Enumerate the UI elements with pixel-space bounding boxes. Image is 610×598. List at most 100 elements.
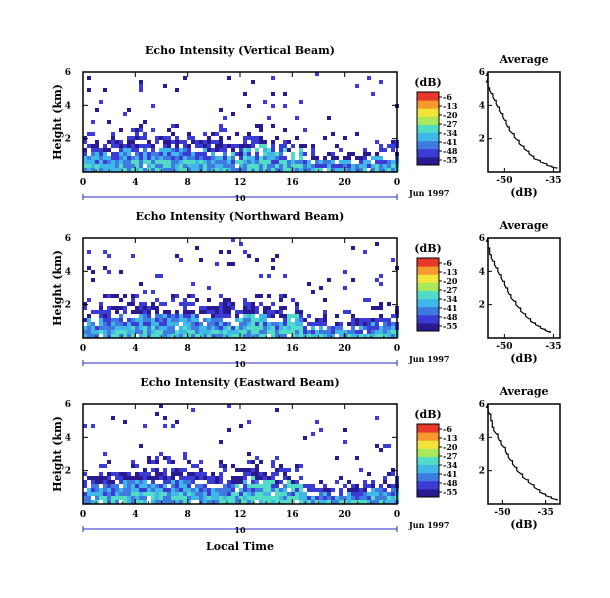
heatmap-cell [259, 330, 263, 334]
heatmap-cell [175, 488, 179, 492]
colorbar-tick-label: -55 [443, 487, 457, 497]
heatmap-cell [111, 322, 115, 326]
heatmap-cell [139, 306, 143, 310]
heatmap-cell [135, 306, 139, 310]
heatmap-cell [91, 156, 95, 160]
heatmap-cell [159, 496, 163, 500]
heatmap-cell [227, 156, 231, 160]
heatmap-cell [183, 318, 187, 322]
heatmap-cell [219, 306, 223, 310]
colorbar-swatch [417, 148, 439, 158]
heatmap-cell [355, 330, 359, 334]
heatmap-cell [263, 148, 267, 152]
heatmap-cell [215, 334, 219, 338]
heatmap-cell [299, 334, 303, 338]
heatmap-cell [375, 326, 379, 330]
heatmap-cell [83, 318, 87, 322]
heatmap-cell [159, 148, 163, 152]
heatmap-cell [299, 496, 303, 500]
heatmap-cell [167, 492, 171, 496]
heatmap-cell [103, 168, 107, 172]
heatmap-cell [315, 334, 319, 338]
heatmap-cell [379, 448, 383, 452]
heatmap-cell [335, 500, 339, 504]
heatmap-cell [99, 152, 103, 156]
heatmap-cell [227, 250, 231, 254]
heatmap-cell [147, 484, 151, 488]
heatmap-cell [115, 144, 119, 148]
heatmap-cell [163, 322, 167, 326]
heatmap-cell [211, 306, 215, 310]
heatmap-cell [375, 156, 379, 160]
heatmap-cell [331, 496, 335, 500]
heatmap-cell [295, 136, 299, 140]
heatmap-cell [327, 334, 331, 338]
heatmap-cell [259, 274, 263, 278]
heatmap-cell [167, 144, 171, 148]
heatmap-cell [247, 314, 251, 318]
heatmap-cell [227, 306, 231, 310]
heatmap-cell [335, 456, 339, 460]
heatmap-cell [107, 322, 111, 326]
heatmap-cell [243, 314, 247, 318]
heatmap-cell [171, 294, 175, 298]
heatmap-cell [187, 314, 191, 318]
heatmap-cell [339, 164, 343, 168]
heatmap-cell [391, 148, 395, 152]
heatmap-cell [199, 310, 203, 314]
heatmap-cell [119, 298, 123, 302]
heatmap-cell [195, 164, 199, 168]
heatmap-cell [207, 286, 211, 290]
heatmap-cell [95, 476, 99, 480]
heatmap-cell [239, 476, 243, 480]
heatmap-cell [111, 152, 115, 156]
heatmap-cell [131, 164, 135, 168]
heatmap-cell [299, 500, 303, 504]
heatmap-cell [351, 500, 355, 504]
heatmap-cell [299, 464, 303, 468]
heatmap-cell [191, 334, 195, 338]
heatmap-cell [243, 476, 247, 480]
heatmap-cell [347, 160, 351, 164]
heatmap-cell [99, 302, 103, 306]
heatmap-cell [375, 334, 379, 338]
heatmap-cell [199, 468, 203, 472]
heatmap-cell [167, 164, 171, 168]
heatmap-cell [179, 334, 183, 338]
heatmap-cell [127, 500, 131, 504]
heatmap-cell [139, 318, 143, 322]
heatmap-cell [331, 132, 335, 136]
profile-line [485, 71, 558, 169]
heatmap-cell [175, 156, 179, 160]
heatmap-cell [195, 326, 199, 330]
heatmap-cell [187, 334, 191, 338]
heatmap-cell [387, 472, 391, 476]
heatmap-cell [223, 160, 227, 164]
heatmap-cell [203, 164, 207, 168]
heatmap-cell [227, 492, 231, 496]
heatmap-cell [131, 298, 135, 302]
heatmap-cell [171, 168, 175, 172]
heatmap-cell [299, 148, 303, 152]
heatmap-cell [251, 164, 255, 168]
heatmap-cell [291, 164, 295, 168]
heatmap-cell [383, 480, 387, 484]
heatmap-cell [107, 140, 111, 144]
heatmap-cell [315, 496, 319, 500]
heatmap-cell [251, 330, 255, 334]
heatmap-cell [291, 484, 295, 488]
heatmap-cell [219, 496, 223, 500]
heatmap-cell [171, 156, 175, 160]
heatmap-cell [119, 314, 123, 318]
heatmap-cell [159, 492, 163, 496]
heatmap-cell [387, 484, 391, 488]
heatmap-cell [155, 152, 159, 156]
heatmap-cell [283, 314, 287, 318]
heatmap-cell [379, 314, 383, 318]
heatmap-cell [179, 484, 183, 488]
heatmap-cell [263, 152, 267, 156]
colorbar-tick-label: -20 [443, 442, 458, 452]
heatmap-cell [363, 160, 367, 164]
heatmap-cell [191, 408, 195, 412]
panel-3: Echo Intensity (Eastward Beam)0 4 8 12 16 20 0… [51, 376, 561, 553]
